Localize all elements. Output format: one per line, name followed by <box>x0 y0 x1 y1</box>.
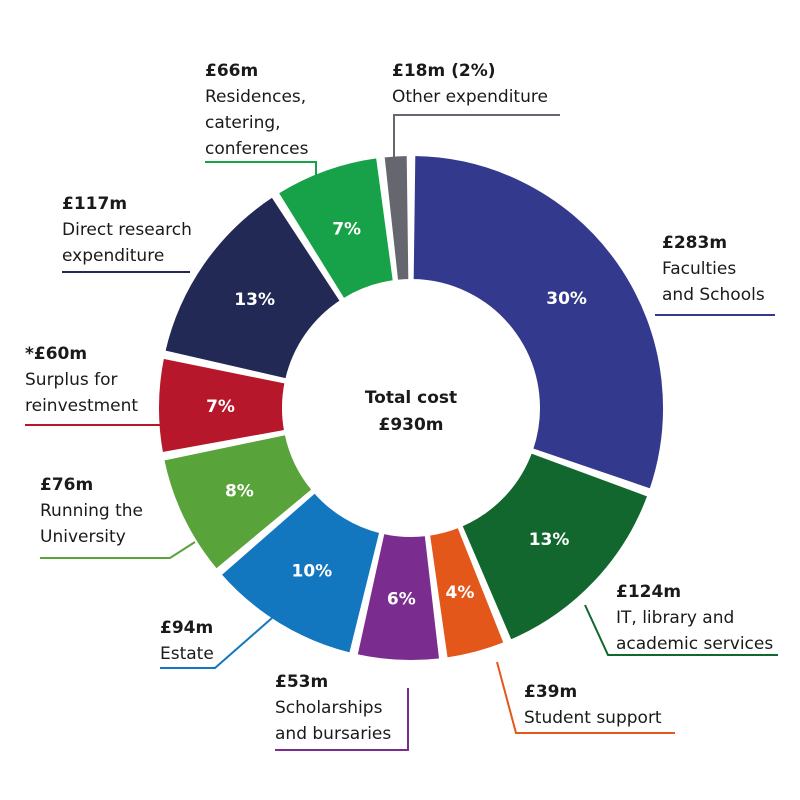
slice-other <box>382 154 411 282</box>
slice-amount-residences: £66m <box>205 61 258 81</box>
leader-line-running <box>40 541 196 559</box>
slice-percent-residences: 7% <box>332 220 361 240</box>
center-total-value: £930m <box>378 415 443 435</box>
slice-percent-surplus: 7% <box>206 397 235 417</box>
slice-label-estate: Estate <box>160 644 214 664</box>
slice-label-running: University <box>40 527 126 547</box>
slice-percent-estate: 10% <box>292 562 333 582</box>
slice-percent-scholarships: 6% <box>387 589 416 609</box>
slice-percent-running: 8% <box>225 482 254 502</box>
leader-line-estate <box>160 617 273 669</box>
slice-student-support <box>427 525 506 660</box>
slice-amount-scholarships: £53m <box>275 672 328 692</box>
leader-line-other <box>393 114 560 158</box>
slice-label-residences: Residences, <box>205 87 306 107</box>
slice-label-residences: catering, <box>205 113 281 133</box>
leader-line-scholarships <box>275 688 409 751</box>
slice-percent-research: 13% <box>234 290 275 310</box>
slice-labels: 30% £283m Faculties and Schools 13% £124m IT, … <box>25 61 773 744</box>
slice-running <box>162 432 314 572</box>
slice-label-faculties: and Schools <box>662 285 765 305</box>
slice-residences <box>276 156 395 301</box>
slice-label-it: IT, library and <box>616 608 734 628</box>
slice-it <box>460 451 650 642</box>
slice-label-surplus: reinvestment <box>25 396 138 416</box>
slice-label-residences: conferences <box>205 139 309 159</box>
leader-line-residences <box>205 161 317 178</box>
slice-amount-it: £124m <box>616 582 681 602</box>
slice-percent-it: 13% <box>529 530 570 550</box>
slice-amount-surplus: *£60m <box>25 344 87 364</box>
slice-research <box>163 195 343 381</box>
slice-label-other: Other expenditure <box>392 87 548 107</box>
leader-line-student-support <box>496 661 675 734</box>
slice-percent-student-support: 4% <box>446 583 475 603</box>
slice-label-student-support: Student support <box>524 708 662 728</box>
slice-label-running: Running the <box>40 501 143 521</box>
slice-amount-estate: £94m <box>160 618 213 638</box>
slice-label-research: Direct research <box>62 220 192 240</box>
slice-percent-faculties: 30% <box>546 289 587 309</box>
leader-line-it <box>584 604 778 656</box>
slice-label-it: academic services <box>616 634 773 654</box>
slice-amount-running: £76m <box>40 475 93 495</box>
slice-label-scholarships: Scholarships <box>275 698 383 718</box>
slice-amount-research: £117m <box>62 194 127 214</box>
slice-amount-other: £18m (2%) <box>392 61 496 81</box>
slice-label-surplus: Surplus for <box>25 370 117 390</box>
slice-label-scholarships: and bursaries <box>275 724 391 744</box>
slice-label-research: expenditure <box>62 246 164 266</box>
slice-faculties <box>411 154 665 491</box>
leader-lines <box>25 114 778 751</box>
donut-slices <box>157 154 665 662</box>
slice-label-faculties: Faculties <box>662 259 736 279</box>
center-total-label: Total cost <box>365 388 457 408</box>
slice-estate <box>219 490 382 655</box>
slice-scholarships <box>355 531 442 662</box>
slice-amount-student-support: £39m <box>524 682 577 702</box>
slice-amount-faculties: £283m <box>662 233 727 253</box>
